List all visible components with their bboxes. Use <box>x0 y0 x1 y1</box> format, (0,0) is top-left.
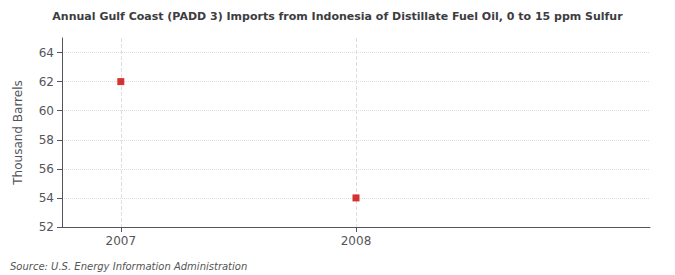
svg-text:Annual Gulf Coast (PADD 3) Imp: Annual Gulf Coast (PADD 3) Imports from … <box>52 10 623 23</box>
svg-text:52: 52 <box>39 220 54 234</box>
svg-text:60: 60 <box>39 104 54 118</box>
svg-text:62: 62 <box>39 75 54 89</box>
svg-text:2008: 2008 <box>341 234 372 248</box>
svg-text:58: 58 <box>39 133 54 147</box>
svg-text:54: 54 <box>39 191 54 205</box>
svg-text:56: 56 <box>39 162 54 176</box>
svg-text:64: 64 <box>39 46 54 60</box>
svg-text:2007: 2007 <box>106 234 137 248</box>
svg-text:Source: U.S. Energy Informatio: Source: U.S. Energy Information Administ… <box>10 261 247 272</box>
svg-text:Thousand Barrels: Thousand Barrels <box>11 80 25 185</box>
